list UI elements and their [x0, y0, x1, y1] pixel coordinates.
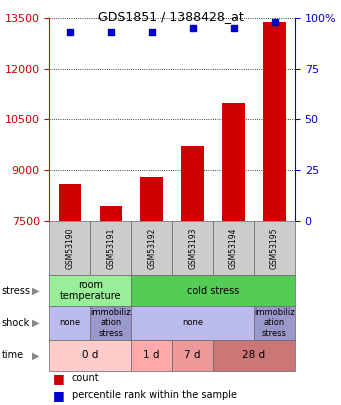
FancyBboxPatch shape: [131, 221, 172, 275]
Text: 7 d: 7 d: [184, 350, 201, 360]
Point: [272, 19, 277, 26]
Text: 0 d: 0 d: [82, 350, 99, 360]
Text: none: none: [59, 318, 80, 328]
Point: [190, 25, 195, 32]
FancyBboxPatch shape: [90, 221, 131, 275]
Text: GSM53191: GSM53191: [106, 227, 115, 269]
Text: count: count: [72, 373, 99, 383]
Text: GSM53190: GSM53190: [65, 227, 74, 269]
Text: GSM53192: GSM53192: [147, 227, 156, 269]
Point: [108, 29, 114, 36]
Text: GSM53194: GSM53194: [229, 227, 238, 269]
Text: none: none: [182, 318, 203, 328]
Text: 1 d: 1 d: [144, 350, 160, 360]
FancyBboxPatch shape: [172, 221, 213, 275]
Bar: [222, 102, 245, 221]
Text: immobiliz
ation
stress: immobiliz ation stress: [90, 308, 131, 338]
Point: [149, 29, 154, 36]
Text: GSM53193: GSM53193: [188, 227, 197, 269]
FancyBboxPatch shape: [254, 221, 295, 275]
FancyBboxPatch shape: [49, 221, 90, 275]
Bar: [263, 21, 286, 221]
Text: stress: stress: [2, 286, 31, 296]
Text: room
temperature: room temperature: [60, 280, 121, 301]
Text: percentile rank within the sample: percentile rank within the sample: [72, 390, 237, 401]
Text: shock: shock: [2, 318, 30, 328]
Text: 28 d: 28 d: [242, 350, 266, 360]
Point: [231, 25, 236, 32]
Text: ▶: ▶: [32, 350, 40, 360]
Text: GSM53195: GSM53195: [270, 227, 279, 269]
Text: cold stress: cold stress: [187, 286, 239, 296]
Bar: [181, 147, 204, 221]
Text: ▶: ▶: [32, 286, 40, 296]
Bar: [59, 183, 81, 221]
Point: [67, 29, 73, 36]
FancyBboxPatch shape: [213, 221, 254, 275]
Text: ■: ■: [53, 389, 64, 402]
Text: ▶: ▶: [32, 318, 40, 328]
Text: time: time: [2, 350, 24, 360]
Bar: [140, 177, 163, 221]
Bar: [100, 206, 122, 221]
Text: GDS1851 / 1388428_at: GDS1851 / 1388428_at: [98, 10, 243, 23]
Text: ■: ■: [53, 372, 64, 385]
Text: immobiliz
ation
stress: immobiliz ation stress: [254, 308, 295, 338]
